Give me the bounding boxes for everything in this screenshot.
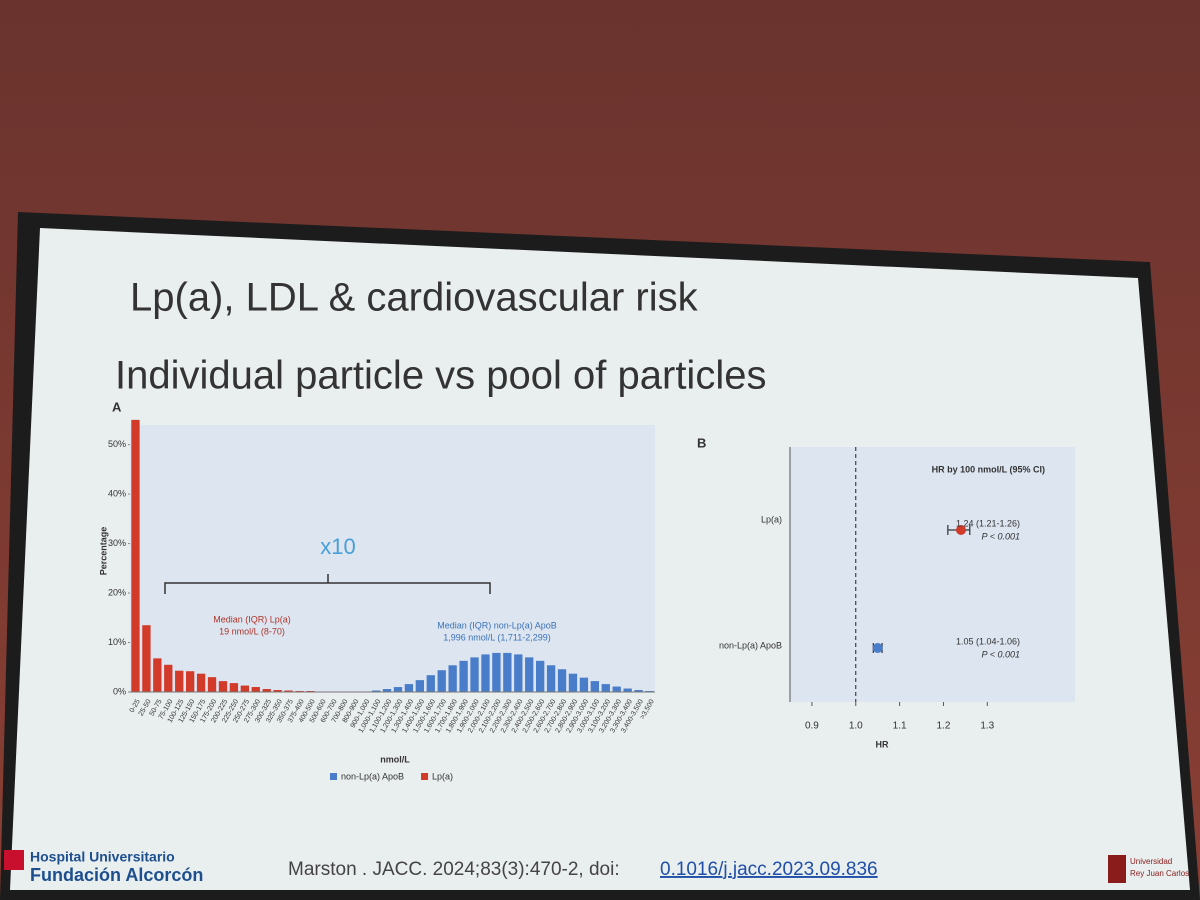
bar [273, 690, 282, 692]
hospital-name: Hospital Universitario [30, 849, 175, 865]
bar [503, 652, 512, 692]
university-name: Universidad [1130, 857, 1172, 866]
forest-plot: B HR by 100 nmol/L (95% CI) 0.9 1.0 1.1 1.2 1.… [697, 435, 1075, 749]
x-axis-label: HR [876, 739, 889, 749]
bar [164, 664, 173, 692]
y-tick-label: 50% [108, 439, 126, 449]
row-label: Lp(a) [761, 514, 782, 524]
panel-label: A [112, 399, 122, 414]
y-tick-label: 20% [108, 587, 126, 597]
hazard-ratio-point [956, 525, 966, 535]
bar [251, 687, 260, 692]
histogram-chart: APercentage0%10%20%30%40%50%0-2525-5050-… [98, 399, 656, 781]
hazard-ratio-point [872, 643, 883, 653]
bar [536, 660, 545, 692]
citation: Marston . JACC. 2024;83(3):470-2, doi: [288, 859, 620, 880]
x-tick-label: 0.9 [805, 721, 819, 732]
bar [371, 690, 381, 692]
legend-label: Lp(a) [432, 771, 453, 781]
bar [557, 669, 567, 692]
bar [612, 686, 621, 692]
bar [186, 671, 195, 692]
slide-subtitle: Individual particle vs pool of particles [115, 354, 766, 398]
y-axis-label: Percentage [98, 527, 108, 576]
bar [546, 665, 556, 692]
bar [525, 657, 534, 692]
x-tick-label: 1.3 [980, 721, 994, 732]
forest-header: HR by 100 nmol/L (95% CI) [932, 464, 1045, 474]
bar [623, 688, 632, 692]
x-axis-label: nmol/L [380, 754, 410, 764]
bar [131, 419, 140, 692]
annotation: 19 nmol/L (8-70) [219, 626, 285, 636]
bar [459, 660, 468, 692]
bar [601, 684, 610, 692]
bar [142, 625, 151, 692]
plot-area [130, 425, 655, 692]
p-label: P < 0.001 [982, 531, 1020, 541]
bar [437, 670, 446, 692]
annotation: Median (IQR) non-Lp(a) ApoB [437, 620, 557, 630]
row-label: non-Lp(a) ApoB [719, 640, 782, 650]
bar [415, 680, 424, 692]
legend-swatch [330, 773, 337, 780]
bar [153, 658, 162, 692]
bar [240, 685, 249, 692]
p-label: P < 0.001 [982, 649, 1020, 659]
bar [634, 690, 643, 692]
bar [470, 657, 479, 692]
bar [175, 670, 184, 692]
annotation: 1,996 nmol/L (1,711-2,299) [443, 632, 551, 642]
x-tick-label: 1.1 [893, 721, 907, 732]
y-tick-label: 40% [108, 488, 126, 498]
bar [579, 677, 589, 692]
university-logo [1108, 855, 1126, 883]
bar [229, 683, 239, 692]
value-label: 1.05 (1.04-1.06) [956, 636, 1020, 646]
bar [426, 675, 435, 692]
y-tick-label: 0% [113, 686, 126, 696]
bar [218, 681, 228, 692]
bar [382, 689, 392, 692]
bar [590, 681, 599, 692]
y-tick-label: 10% [108, 637, 126, 647]
bracket [164, 574, 491, 594]
university-name: Rey Juan Carlos [1130, 869, 1189, 878]
bar [492, 652, 501, 692]
legend-label: non-Lp(a) ApoB [341, 771, 404, 781]
bar [196, 673, 206, 692]
bar [448, 665, 457, 692]
bar [393, 687, 403, 692]
bar [284, 690, 293, 692]
hospital-logo [4, 850, 24, 870]
multiplier-label: x10 [320, 534, 355, 559]
bar [404, 684, 414, 692]
annotation: Median (IQR) Lp(a) [213, 614, 291, 624]
doi-link[interactable]: 0.1016/j.jacc.2023.09.836 [660, 859, 878, 880]
bar [514, 654, 523, 692]
hospital-name: Fundación Alcorcón [30, 865, 203, 885]
y-tick-label: 30% [108, 538, 126, 548]
plot-area [790, 447, 1075, 702]
panel-label: B [697, 435, 706, 450]
value-label: 1.24 (1.21-1.26) [956, 518, 1020, 528]
x-tick-label: 1.2 [937, 721, 951, 732]
legend-swatch [421, 773, 429, 780]
x-tick-label: 1.0 [849, 721, 863, 732]
bar [568, 673, 578, 692]
bar [481, 654, 490, 692]
bar [262, 689, 271, 692]
slide-title: Lp(a), LDL & cardiovascular risk [130, 276, 699, 320]
bar [207, 677, 217, 692]
